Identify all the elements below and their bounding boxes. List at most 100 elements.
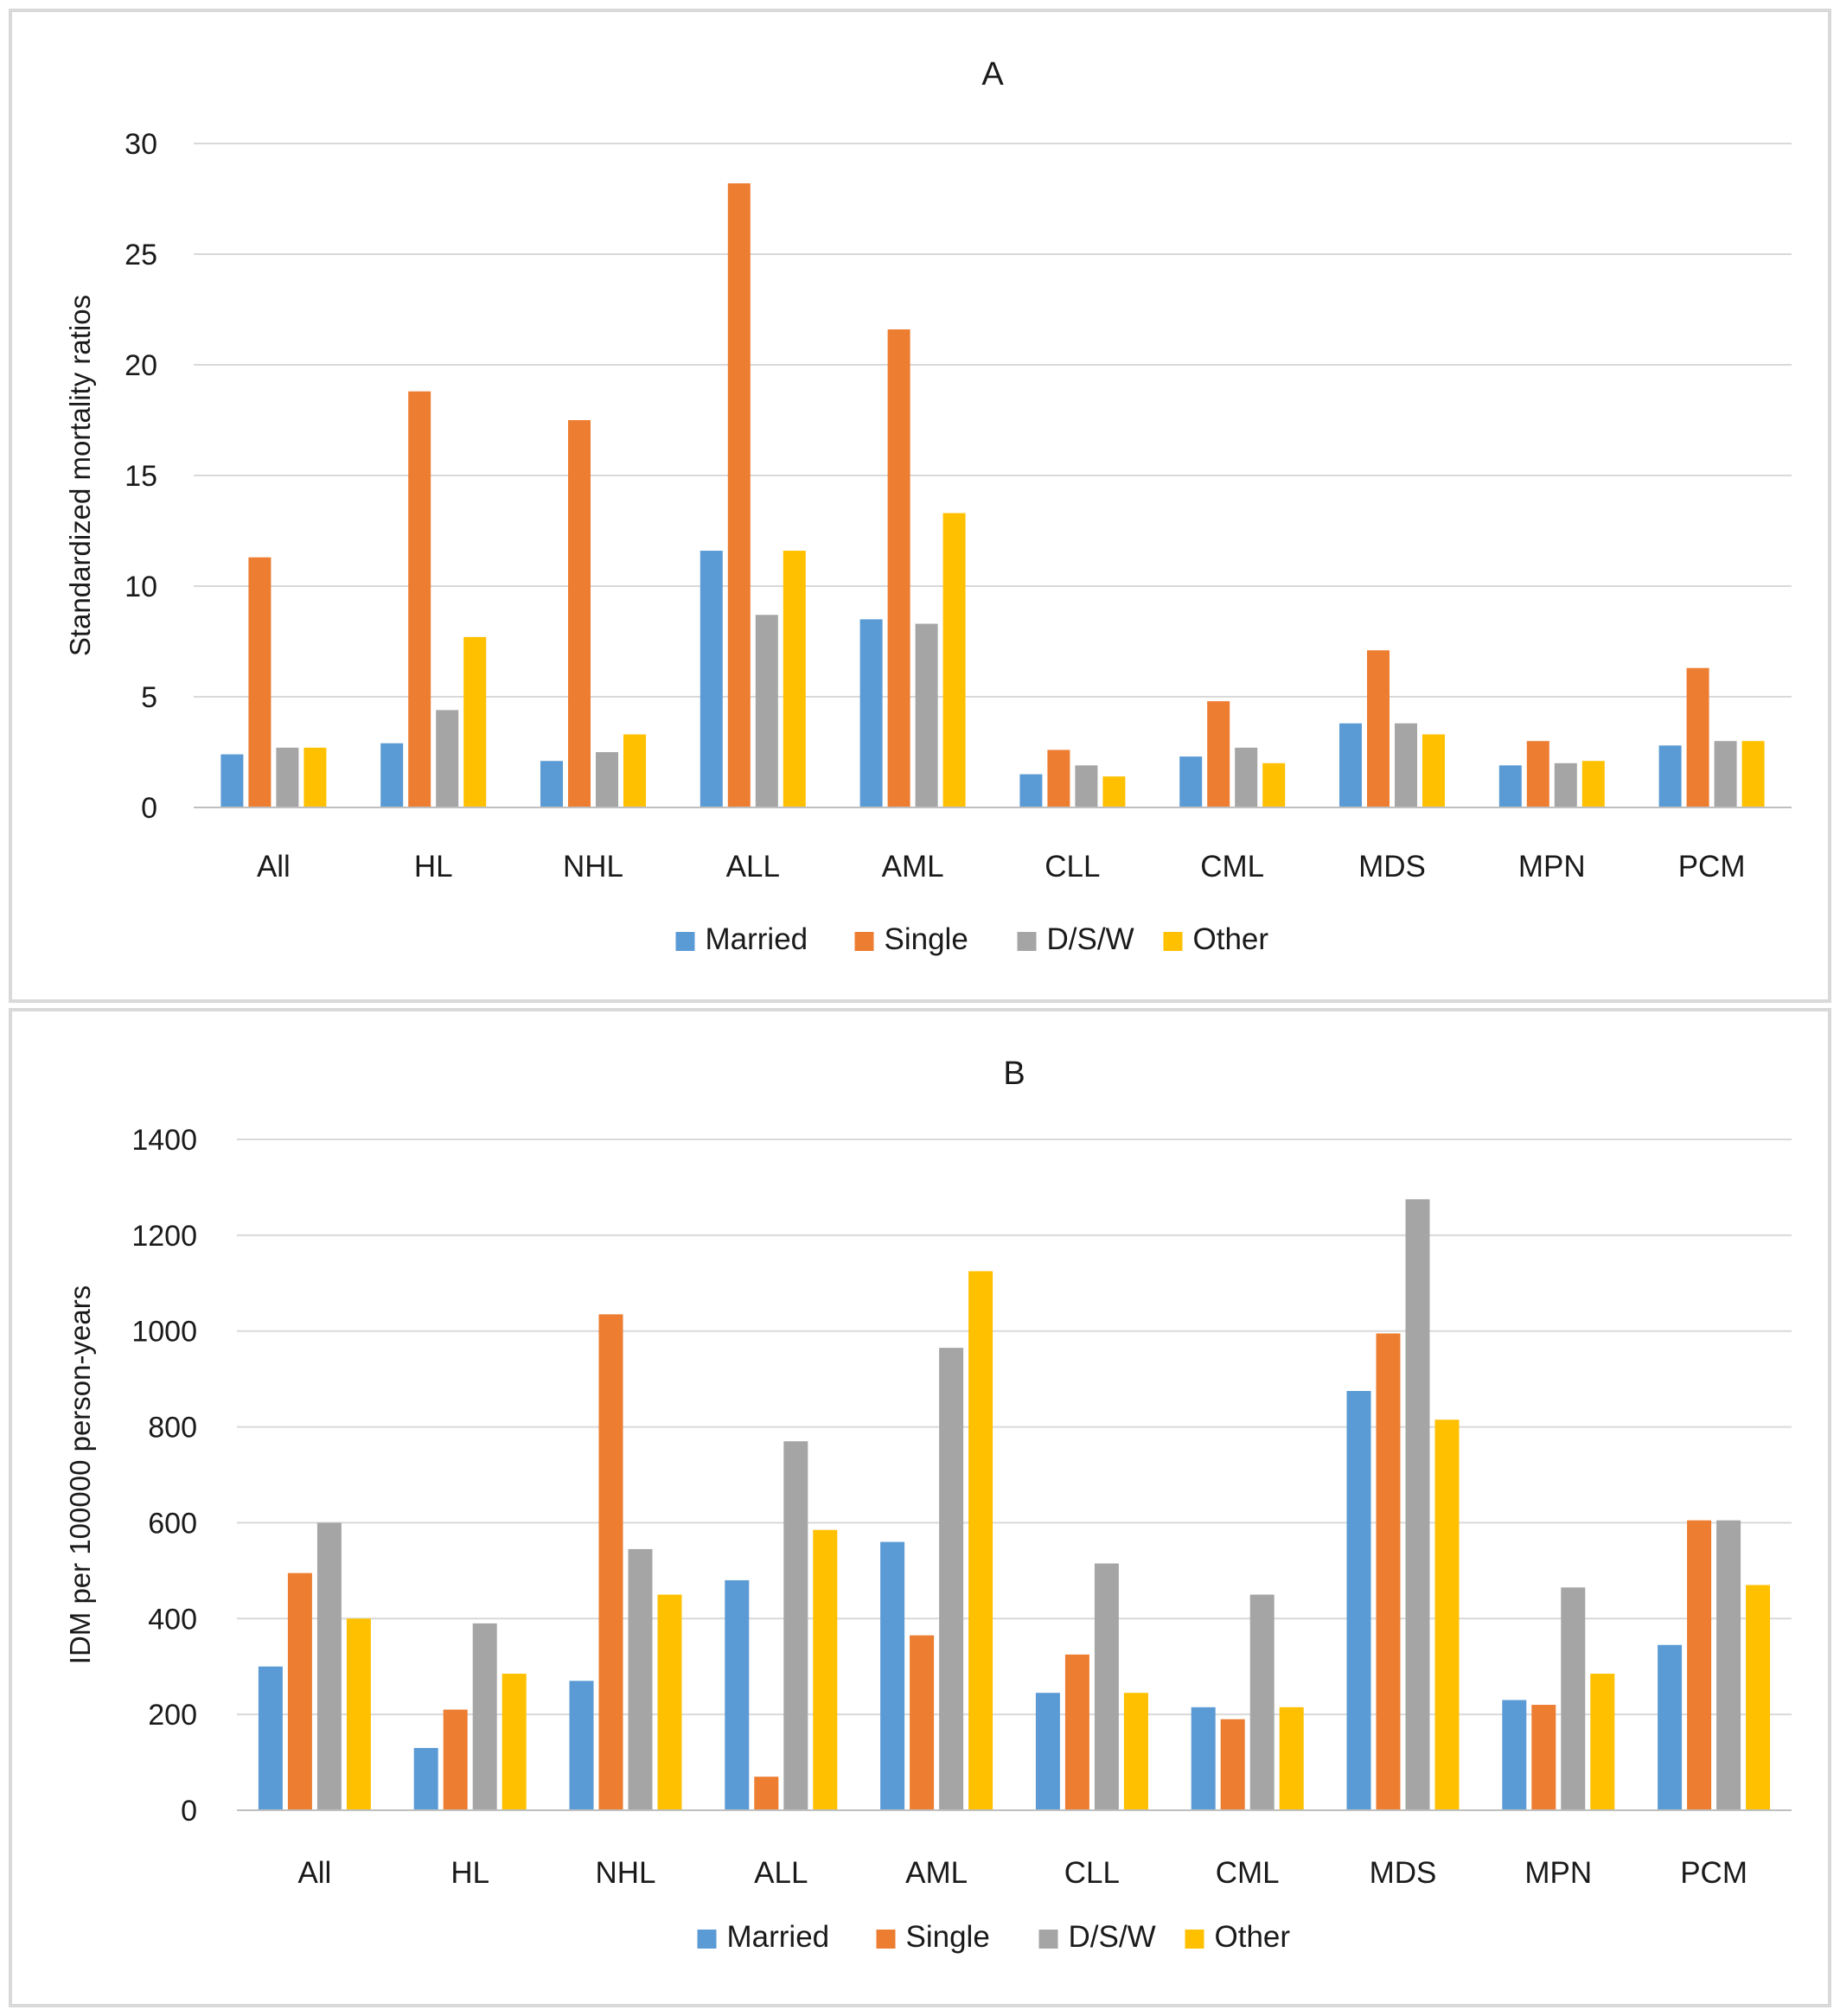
bar-married-mds [1346, 1391, 1371, 1810]
y-axis-title: IDM per 100000 person-years [64, 1286, 96, 1664]
x-category-label: ALL [754, 1856, 808, 1890]
bar-married-mds [1339, 723, 1362, 807]
y-tick-label: 600 [148, 1507, 197, 1540]
chart-title: A [981, 56, 1004, 93]
bar-dsw-cml [1235, 747, 1258, 807]
y-tick-label: 5 [141, 681, 157, 714]
y-tick-label: 800 [148, 1412, 197, 1445]
bar-single-nhl [598, 1314, 623, 1810]
bar-other-pcm [1746, 1585, 1771, 1810]
bar-dsw-nhl [596, 752, 618, 807]
chart-b-svg: B IDM per 100000 person-years 0 200 400 600 80… [64, 1056, 1792, 1954]
y-axis-title: Standardized mortality ratios [64, 295, 96, 656]
bar-other-pcm [1741, 741, 1765, 807]
x-category-label: CML [1216, 1856, 1280, 1890]
bar-single-cml [1207, 701, 1230, 807]
bar-dsw-aml [915, 623, 938, 807]
chart-panel-a: A Standardized mortality ratios 0 5 10 15 20 25… [9, 9, 1831, 1003]
bar-dsw-nhl [628, 1548, 653, 1810]
chart-title: B [1003, 1056, 1025, 1092]
bar-single-all [754, 1777, 779, 1810]
y-tick-label: 1400 [131, 1124, 197, 1157]
bar-single-nhl [568, 420, 591, 807]
bar-dsw-aml [939, 1348, 964, 1810]
legend-swatch [1163, 932, 1183, 951]
bar-dsw-mpn [1554, 762, 1577, 807]
bar-other-hl [463, 636, 487, 807]
chart-panel-b: B IDM per 100000 person-years 0 200 400 600 80… [9, 1008, 1831, 2007]
bar-other-hl [502, 1674, 527, 1810]
bar-dsw-hl [436, 710, 459, 807]
y-tick-label: 15 [125, 460, 157, 493]
y-tick-label: 25 [125, 239, 157, 271]
bar-married-nhl [569, 1681, 594, 1810]
legend-label: Married [727, 1920, 830, 1954]
bar-single-hl [408, 391, 431, 807]
legend-swatch [854, 932, 874, 951]
bar-married-pcm [1658, 1644, 1683, 1810]
x-category-label: HL [450, 1856, 489, 1890]
bar-single-mpn [1531, 1705, 1556, 1810]
legend-label: D/S/W [1069, 1920, 1156, 1954]
x-category-label: AML [905, 1856, 968, 1890]
bar-single-mds [1376, 1333, 1401, 1810]
x-category-label: MPN [1524, 1856, 1592, 1890]
bar-married-hl [380, 743, 404, 807]
bar-dsw-hl [472, 1623, 497, 1810]
bar-married-all [700, 551, 723, 807]
x-category-label: HL [414, 850, 453, 884]
bar-other-cml [1262, 762, 1286, 807]
bar-other-mpn [1581, 761, 1605, 807]
bar-other-mpn [1590, 1674, 1615, 1810]
x-category-label: MPN [1518, 850, 1586, 884]
bar-single-all [248, 557, 272, 807]
bar-dsw-mpn [1561, 1587, 1586, 1810]
bar-other-cml [1279, 1707, 1304, 1810]
bar-married-cml [1179, 756, 1203, 807]
bar-married-all [220, 754, 244, 807]
x-category-label: MDS [1370, 1856, 1437, 1890]
bar-single-aml [887, 329, 910, 807]
bar-married-cll [1019, 774, 1043, 807]
bar-other-mds [1434, 1419, 1460, 1810]
x-category-label: NHL [563, 850, 623, 884]
legend-label: Married [706, 922, 808, 956]
bar-dsw-pcm [1716, 1520, 1741, 1810]
x-category-label: All [297, 1856, 331, 1890]
legend-label: Other [1215, 1920, 1291, 1954]
bar-dsw-cml [1249, 1594, 1275, 1810]
legend: Married Single D/S/W Other [675, 922, 1269, 956]
legend-swatch [1038, 1930, 1058, 1949]
bar-single-all [287, 1573, 312, 1810]
bar-dsw-pcm [1714, 741, 1737, 807]
legend-swatch [697, 1930, 717, 1949]
bar-other-all [346, 1618, 371, 1810]
bar-dsw-all [316, 1522, 342, 1810]
x-category-label: AML [882, 850, 944, 884]
bar-other-cll [1102, 776, 1126, 807]
y-tick-label: 200 [148, 1699, 197, 1732]
x-category-label: NHL [595, 1856, 655, 1890]
y-tick-label: 400 [148, 1603, 197, 1636]
bar-married-nhl [540, 761, 563, 807]
y-tick-label: 1200 [131, 1220, 197, 1253]
bar-single-mpn [1526, 741, 1549, 807]
bar-single-cml [1220, 1719, 1245, 1810]
y-tick-label: 0 [141, 792, 157, 825]
legend-swatch [675, 932, 695, 951]
legend: Married Single D/S/W Other [697, 1920, 1291, 1954]
legend-label: Other [1193, 922, 1269, 956]
y-tick-label: 1000 [131, 1316, 197, 1349]
bar-single-cll [1047, 750, 1070, 807]
legend-label: Single [885, 922, 968, 956]
bar-other-aml [968, 1271, 993, 1810]
bar-married-cll [1035, 1693, 1060, 1810]
x-category-label: PCM [1678, 850, 1746, 884]
x-category-label: MDS [1358, 850, 1426, 884]
bar-dsw-cll [1075, 765, 1098, 807]
bar-single-aml [910, 1635, 935, 1810]
y-tick-label: 20 [125, 349, 157, 382]
bar-married-all [725, 1579, 750, 1810]
bar-married-hl [413, 1747, 438, 1810]
x-category-label: CLL [1064, 1856, 1120, 1890]
